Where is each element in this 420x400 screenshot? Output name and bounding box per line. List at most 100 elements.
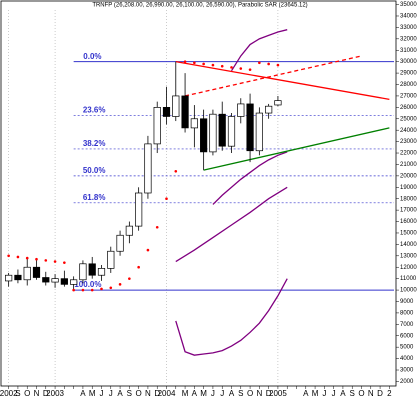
- y-tick-label: 11000: [400, 276, 417, 282]
- x-tick-label: N: [145, 389, 151, 398]
- x-tick-label: O: [136, 389, 142, 398]
- x-tick-label: J: [322, 389, 326, 398]
- trend-line: [203, 127, 390, 171]
- x-tick-label: M: [182, 389, 189, 398]
- candle-body: [32, 266, 41, 278]
- x-tick-label: A: [117, 389, 123, 398]
- sar-dot: [81, 288, 85, 292]
- y-tick-label: 17000: [400, 208, 417, 214]
- curve: [175, 186, 288, 263]
- plot-frame: [0, 0, 397, 387]
- sar-dot: [35, 257, 38, 261]
- x-tick-label: M: [89, 389, 96, 398]
- x-tick-label: A: [340, 389, 346, 398]
- fib-label: 61.8%: [83, 193, 106, 202]
- x-tick-label: 2005: [269, 389, 287, 398]
- sar-dot: [63, 261, 66, 264]
- y-tick-label: 2000: [400, 379, 414, 385]
- x-tick-label: N: [34, 389, 40, 398]
- x-tick-label: O: [24, 389, 30, 398]
- y-tick-label: 7000: [400, 322, 414, 328]
- candle-body: [190, 118, 198, 129]
- y-tick-label: 24000: [400, 128, 417, 134]
- y-tick-label: 28000: [400, 82, 417, 88]
- candle-body: [5, 274, 13, 282]
- trend-line: [184, 55, 362, 97]
- candle-body: [107, 250, 115, 269]
- fib-label: 0.0%: [83, 52, 101, 61]
- y-tick-label: 3000: [400, 368, 414, 374]
- y-tick-label: 19000: [400, 185, 417, 191]
- x-tick-label: S: [350, 389, 355, 398]
- candle-body: [265, 105, 273, 114]
- candle-body: [218, 113, 226, 147]
- y-tick-label: 20000: [400, 173, 417, 179]
- sar-dot: [239, 67, 243, 70]
- y-tick-label: 4000: [400, 356, 414, 362]
- sar-dot: [146, 248, 150, 252]
- y-tick-label: 31000: [400, 48, 417, 54]
- trend-line: [175, 61, 390, 100]
- sar-dot: [220, 64, 224, 68]
- x-tick-label: A: [303, 389, 309, 398]
- y-tick-label: 35000: [400, 2, 417, 8]
- y-tick-label: 21000: [400, 162, 417, 168]
- x-tick-label: J: [211, 389, 215, 398]
- sar-dot: [174, 170, 178, 173]
- x-tick-label: D: [43, 389, 49, 398]
- x-tick-label: D: [154, 389, 160, 398]
- sar-dot: [137, 265, 140, 269]
- x-tick-label: 2002: [0, 389, 18, 398]
- curve: [230, 29, 288, 72]
- x-tick-label: D: [266, 389, 272, 398]
- chart-title: TRNFP (26,208.00, 26,990.00, 26,100.00, …: [92, 3, 307, 9]
- x-tick-label: S: [15, 389, 20, 398]
- x-tick-label: S: [238, 389, 243, 398]
- y-tick-label: 5000: [400, 345, 414, 351]
- candle-body: [135, 192, 143, 227]
- sar-dot: [276, 63, 280, 67]
- fib-label: 38.2%: [83, 139, 106, 148]
- x-tick-label: 2003: [46, 389, 64, 398]
- fib-label: 100.0%: [74, 280, 101, 289]
- sar-dot: [72, 288, 75, 292]
- curve: [212, 151, 288, 205]
- y-tick-label: 22000: [400, 151, 417, 157]
- sar-dot: [16, 255, 20, 259]
- candle-body: [70, 279, 78, 285]
- curve: [175, 278, 288, 356]
- candle-body: [200, 118, 208, 153]
- x-tick-label: 2: [387, 389, 392, 398]
- y-tick-label: 30000: [400, 59, 417, 65]
- sar-dot: [118, 283, 122, 286]
- y-tick-label: 18000: [400, 196, 417, 202]
- y-tick-label: 33000: [400, 25, 417, 31]
- x-tick-label: 2004: [158, 389, 176, 398]
- y-tick-label: 14000: [400, 242, 417, 248]
- candle-body: [125, 225, 133, 236]
- candle-body: [23, 266, 31, 281]
- candle-body: [181, 95, 189, 129]
- y-tick-label: 6000: [400, 333, 414, 339]
- y-tick-label: 32000: [400, 36, 417, 42]
- sar-dot: [165, 197, 168, 201]
- x-tick-label: J: [220, 389, 224, 398]
- candle-body: [144, 143, 152, 194]
- y-tick-label: 27000: [400, 94, 417, 100]
- sar-dot: [193, 61, 196, 65]
- candle-body: [60, 278, 68, 285]
- sar-dot: [25, 256, 29, 260]
- sar-dot: [211, 63, 215, 67]
- y-tick-label: 8000: [400, 310, 414, 316]
- sar-dot: [109, 286, 113, 290]
- sar-dot: [128, 277, 131, 280]
- candle-body: [246, 103, 254, 152]
- x-tick-label: O: [358, 389, 364, 398]
- y-tick-label: 26000: [400, 105, 417, 111]
- y-tick-label: 25000: [400, 116, 417, 122]
- fib-label: 50.0%: [83, 166, 106, 175]
- sar-dot: [7, 254, 10, 258]
- x-tick-label: A: [80, 389, 86, 398]
- x-tick-label: J: [332, 389, 336, 398]
